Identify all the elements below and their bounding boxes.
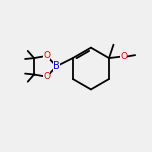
Text: O: O (120, 52, 127, 61)
Text: O: O (43, 51, 50, 60)
Text: B: B (53, 61, 60, 71)
Text: O: O (43, 72, 50, 81)
